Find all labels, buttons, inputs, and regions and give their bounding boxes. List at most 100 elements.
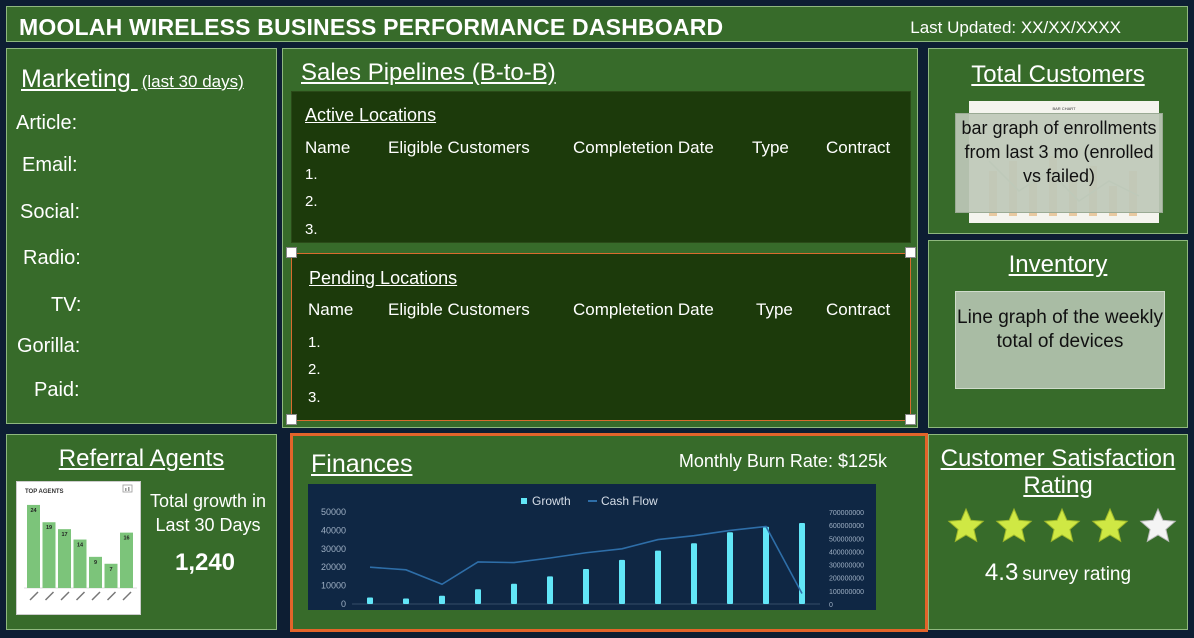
col-completion-date: Completetion Date — [573, 300, 714, 319]
agent-bar-label: 24 — [30, 508, 37, 514]
y-left-tick: 20000 — [321, 562, 346, 572]
agent-tick-label — [60, 591, 70, 601]
growth-bar — [583, 569, 589, 604]
marketing-radio: Radio: — [23, 247, 81, 269]
growth-bar — [763, 526, 769, 604]
agent-tick-label — [91, 591, 101, 601]
y-right-tick: 200000000 — [829, 576, 864, 583]
growth-label: Total growth in Last 30 Days — [149, 491, 267, 535]
col-name: Name — [308, 300, 354, 319]
table-row: 1. — [308, 334, 321, 351]
agent-bar — [120, 532, 133, 588]
growth-bar — [799, 523, 805, 604]
growth-bar — [475, 589, 481, 604]
inventory-panel: Inventory Line graph of the weekly total… — [928, 240, 1188, 428]
star-icon — [1043, 507, 1081, 543]
inventory-title: Inventory — [1008, 251, 1108, 278]
top-agents-title: TOP AGENTS — [25, 489, 64, 495]
table-row: 3. — [308, 389, 321, 406]
star-icon — [995, 507, 1033, 543]
table-row: 2. — [308, 361, 321, 378]
header-bar: MOOLAH WIRELESS BUSINESS PERFORMANCE DAS… — [6, 6, 1188, 42]
agent-tick-label — [75, 591, 86, 601]
agent-bar-label: 9 — [94, 560, 97, 566]
agent-bar-label: 14 — [77, 543, 84, 549]
finances-panel[interactable]: Finances Monthly Burn Rate: $125k Growth… — [290, 433, 928, 632]
marketing-gorilla: Gorilla: — [17, 335, 81, 357]
growth-bar — [547, 576, 553, 604]
y-right-tick: 400000000 — [829, 549, 864, 556]
star-filled — [1091, 507, 1129, 543]
resize-handle-bottom-left[interactable] — [286, 414, 297, 425]
growth-bar — [655, 550, 661, 604]
agent-bar — [58, 529, 71, 588]
referral-agents-panel: Referral Agents TOP AGENTS 24 19 17 14 9 7 16 … — [6, 434, 277, 630]
agent-bar-label: 7 — [109, 567, 112, 573]
table-row: 3. — [305, 221, 318, 238]
marketing-article: Article: — [16, 112, 78, 134]
col-type: Type — [756, 300, 793, 319]
col-eligible-customers: Eligible Customers — [388, 138, 530, 157]
total-customers-panel: Total Customers BAR CHART bar graph of e… — [928, 48, 1188, 234]
y-left-tick: 10000 — [321, 581, 346, 591]
growth-bar — [691, 543, 697, 604]
col-completion-date: Completetion Date — [573, 138, 714, 157]
top-agents-chart: TOP AGENTS 24 19 17 14 9 7 16 — [24, 484, 137, 601]
dashboard-title: MOOLAH WIRELESS BUSINESS PERFORMANCE DAS… — [19, 14, 724, 40]
star-filled — [995, 507, 1033, 543]
y-right-tick: 100000000 — [829, 589, 864, 596]
agent-tick-label — [44, 591, 55, 601]
agent-bar — [104, 563, 118, 588]
col-eligible-customers: Eligible Customers — [388, 300, 530, 319]
agent-bar-label: 17 — [61, 532, 67, 538]
resize-handle-top-left[interactable] — [286, 247, 297, 258]
growth-value: 1,240 — [174, 549, 236, 576]
y-left-tick: 0 — [341, 599, 346, 609]
y-right-tick: 700000000 — [829, 510, 864, 517]
star-icon — [1091, 507, 1129, 543]
col-contract: Contract — [826, 300, 891, 319]
growth-bar — [511, 583, 517, 604]
y-right-tick: 0 — [829, 602, 833, 609]
active-locations-title: Active Locations — [305, 105, 437, 125]
y-right-tick: 500000000 — [829, 536, 864, 543]
growth-bar — [727, 532, 733, 604]
star-filled — [1043, 507, 1081, 543]
marketing-title: Marketing (last 30 days) — [21, 65, 244, 94]
agent-tick-label — [29, 591, 39, 601]
agent-bar — [89, 556, 102, 588]
agent-bar — [27, 504, 40, 588]
marketing-panel: Marketing (last 30 days) Article: Email:… — [6, 48, 277, 424]
marketing-tv: TV: — [51, 294, 82, 316]
agent-bar-label: 16 — [123, 536, 129, 542]
resize-handle-top-right[interactable] — [905, 247, 916, 258]
thumbnail-title: BAR CHART — [1052, 106, 1076, 111]
growth-bar — [367, 597, 373, 604]
burn-rate: Monthly Burn Rate: $125k — [678, 451, 887, 471]
agent-bar-label: 19 — [46, 525, 52, 531]
pending-locations-title: Pending Locations — [309, 268, 458, 288]
resize-handle-bottom-right[interactable] — [905, 414, 916, 425]
top-agents-card: TOP AGENTS 24 19 17 14 9 7 16 — [16, 481, 141, 615]
active-locations-table: Active Locations Name Eligible Customers… — [291, 91, 911, 243]
growth-bar — [439, 595, 445, 604]
y-right-tick: 300000000 — [829, 563, 864, 570]
last-updated: Last Updated: XX/XX/XXXX — [910, 18, 1121, 37]
legend-cashflow-label: Cash Flow — [601, 494, 658, 508]
table-row: 2. — [305, 193, 318, 210]
col-type: Type — [752, 138, 789, 157]
total-customers-title: Total Customers — [971, 61, 1145, 88]
marketing-paid: Paid: — [34, 379, 80, 401]
y-left-tick: 30000 — [321, 544, 346, 554]
legend-growth-swatch — [521, 498, 527, 504]
agent-bar — [42, 522, 56, 588]
finances-chart: Growth Cash Flow 0 10000 20000 30000 40000 5000… — [308, 484, 876, 610]
growth-bar — [619, 559, 625, 604]
col-contract: Contract — [826, 138, 891, 157]
agent-bar — [73, 539, 87, 588]
y-left-tick: 50000 — [321, 507, 346, 517]
star-filled — [947, 507, 985, 543]
total-customers-note: bar graph of enrollments from last 3 mo … — [955, 113, 1163, 213]
y-right-tick: 600000000 — [829, 523, 864, 530]
pending-locations-table[interactable]: Pending Locations Name Eligible Customer… — [291, 253, 911, 421]
